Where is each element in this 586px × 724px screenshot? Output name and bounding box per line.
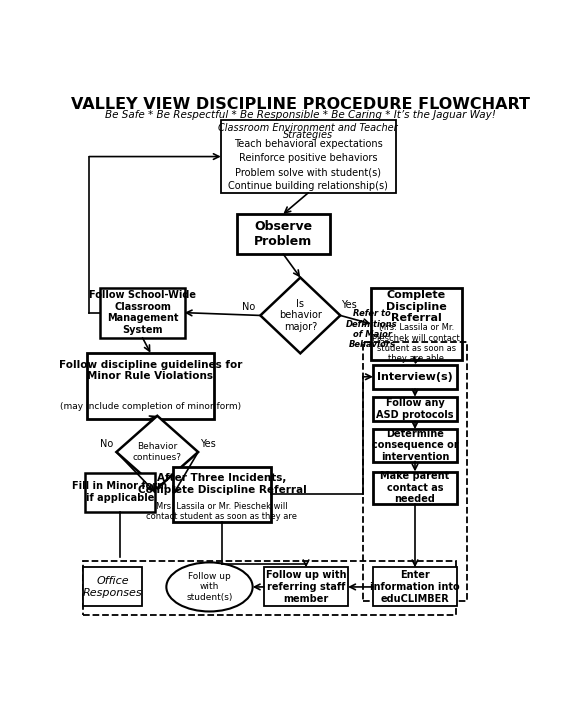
Text: Teach behavioral expectations: Teach behavioral expectations bbox=[234, 139, 383, 149]
Text: Is
behavior
major?: Is behavior major? bbox=[279, 299, 322, 332]
Text: Mrs. Lassila or Mr.
Pieschek will contact
student as soon as
they are able: Mrs. Lassila or Mr. Pieschek will contac… bbox=[372, 323, 460, 363]
Text: Follow School-Wide
Classroom
Management
System: Follow School-Wide Classroom Management … bbox=[89, 290, 196, 335]
Bar bbox=[83, 561, 456, 615]
Bar bbox=[363, 342, 468, 601]
Text: Enter
information into
eduCLIMBER: Enter information into eduCLIMBER bbox=[370, 571, 460, 604]
Bar bbox=[373, 429, 457, 461]
Text: Classroom Environment and Teacher: Classroom Environment and Teacher bbox=[219, 122, 398, 132]
Text: Be Safe * Be Respectful * Be Responsible * Be Caring * It’s the Jaguar Way!: Be Safe * Be Respectful * Be Responsible… bbox=[105, 110, 496, 119]
Text: Mrs. Lassila or Mr. Pieschek will
contact student as soon as they are: Mrs. Lassila or Mr. Pieschek will contac… bbox=[146, 502, 298, 521]
Bar bbox=[173, 467, 271, 522]
Text: Yes: Yes bbox=[200, 439, 216, 449]
Bar bbox=[83, 568, 142, 607]
Text: Strategies: Strategies bbox=[283, 130, 333, 140]
Text: (may include completion of minor form): (may include completion of minor form) bbox=[60, 402, 241, 411]
Text: Reinforce positive behaviors: Reinforce positive behaviors bbox=[239, 153, 377, 163]
Bar bbox=[87, 353, 214, 418]
Text: Make parent
contact as
needed: Make parent contact as needed bbox=[380, 471, 449, 505]
Ellipse shape bbox=[166, 563, 253, 612]
Text: Follow any
ASD protocols: Follow any ASD protocols bbox=[376, 398, 454, 420]
Text: Follow up
with
student(s): Follow up with student(s) bbox=[186, 572, 233, 602]
Text: Refer to
Definitions
of Major
Behaviors: Refer to Definitions of Major Behaviors bbox=[346, 309, 398, 350]
Text: Observe
Problem: Observe Problem bbox=[254, 220, 312, 248]
Text: Follow discipline guidelines for
Minor Rule Violations: Follow discipline guidelines for Minor R… bbox=[59, 360, 242, 382]
Text: Office
Responses: Office Responses bbox=[83, 576, 142, 598]
Text: After Three Incidents,
Complete Discipline Referral: After Three Incidents, Complete Discipli… bbox=[138, 473, 306, 494]
Bar bbox=[373, 364, 457, 389]
Text: No: No bbox=[243, 302, 255, 312]
Text: Interview(s): Interview(s) bbox=[377, 371, 453, 382]
Text: Follow up with
referring staff
member: Follow up with referring staff member bbox=[266, 571, 346, 604]
Text: Continue building relationship(s): Continue building relationship(s) bbox=[229, 181, 388, 191]
Bar bbox=[237, 214, 330, 254]
Text: Complete
Discipline
Referral: Complete Discipline Referral bbox=[386, 290, 447, 323]
Polygon shape bbox=[260, 277, 340, 353]
Text: Problem solve with student(s): Problem solve with student(s) bbox=[235, 167, 381, 177]
Bar bbox=[84, 473, 155, 512]
Polygon shape bbox=[117, 416, 198, 488]
Text: No: No bbox=[100, 439, 113, 449]
Bar bbox=[373, 397, 457, 421]
Text: Yes: Yes bbox=[340, 300, 356, 311]
Bar bbox=[373, 568, 457, 607]
Text: Behavior
continues?: Behavior continues? bbox=[133, 442, 182, 462]
Text: Fill in Minor form
if applicable: Fill in Minor form if applicable bbox=[72, 481, 168, 503]
Text: Determine
consequence or
intervention: Determine consequence or intervention bbox=[372, 429, 458, 462]
Bar bbox=[221, 120, 396, 193]
Bar bbox=[371, 287, 462, 360]
Text: VALLEY VIEW DISCIPLINE PROCEDURE FLOWCHART: VALLEY VIEW DISCIPLINE PROCEDURE FLOWCHA… bbox=[71, 97, 530, 112]
Bar bbox=[101, 287, 185, 337]
Bar bbox=[264, 568, 348, 607]
Bar bbox=[373, 471, 457, 504]
